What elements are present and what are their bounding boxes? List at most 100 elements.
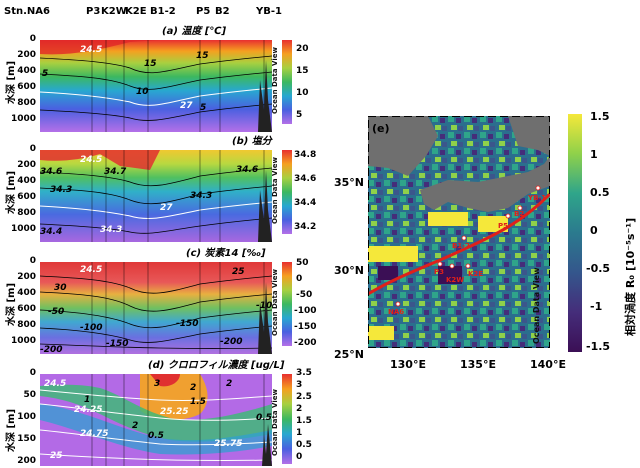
lat-tick: 35°N: [334, 176, 365, 189]
y-tick: 200: [17, 50, 36, 60]
colorbar-tick: 34.4: [294, 198, 317, 208]
y-tick: 400: [17, 288, 36, 298]
panel-title: (d) クロロフィル濃度 [ug/L]: [148, 360, 285, 371]
colorbar-tick: -200: [294, 338, 317, 348]
map-station-label: B1-2: [452, 242, 470, 250]
contour-label: -50: [48, 307, 64, 317]
map-station-label: B2: [514, 210, 524, 218]
contour-label: 1: [84, 395, 90, 405]
watermark: Ocean Data View: [271, 47, 279, 114]
station-label-p5: P5: [196, 6, 211, 17]
colorbar-tick: 1.5: [296, 416, 312, 426]
colorbar-tick: 0: [590, 224, 598, 237]
y-tick: 800: [17, 320, 36, 330]
colorbar-tick: 3: [296, 380, 303, 390]
y-tick: 200: [17, 272, 36, 282]
station-label-b1-2: B1-2: [150, 6, 176, 17]
colorbar-tick: -50: [296, 290, 313, 300]
colorbar-tick: 0: [296, 274, 303, 284]
panel-chlorophyll: (d) クロロフィル濃度 [ug/L] 水深 [m] 0 50 100 150 …: [0, 356, 312, 468]
station-label-k2e: K2E: [125, 6, 147, 17]
salinity-section-plot: 24.5 34.6 34.6 34.3 34.3 34.3 34.7 27 34…: [40, 150, 272, 242]
panel-title: (a) 温度 [℃]: [162, 26, 227, 37]
contour-label: -200: [220, 337, 243, 347]
contour-label: 5: [42, 69, 48, 79]
colorbar-tick: 50: [296, 258, 309, 268]
colorbar: [282, 40, 292, 124]
colorbar-tick: 10: [296, 88, 309, 98]
panel-temperature: (a) 温度 [℃] 水深 [m] 0 200 400 600 800 1000: [0, 22, 309, 132]
colorbar-tick: -150: [294, 322, 317, 332]
map-station-label: K2W: [446, 276, 464, 284]
colorbar-label: 相対渦度 R₀ [10⁻⁵s⁻¹]: [624, 217, 637, 336]
colorbar-tick: 1: [296, 428, 303, 438]
y-tick: 100: [17, 412, 36, 422]
y-tick: 800: [17, 98, 36, 108]
colorbar-tick: 34.8: [294, 150, 317, 160]
contour-label: 0.5: [148, 431, 164, 441]
colorbar-tick: -100: [294, 306, 317, 316]
colorbar-tick: 5: [296, 110, 303, 120]
colorbar: [282, 150, 292, 234]
colorbar-tick: 1.5: [590, 110, 610, 123]
contour-label: 24.75: [80, 429, 108, 439]
y-tick: 400: [17, 66, 36, 76]
colorbar-tick: 34.2: [294, 222, 317, 232]
contour-label: 34.3: [100, 225, 122, 235]
contour-label: 2: [190, 383, 196, 393]
contour-label: 34.3: [190, 191, 212, 201]
y-tick: 600: [17, 192, 36, 202]
y-tick: 600: [17, 82, 36, 92]
contour-label: 0.5: [256, 413, 272, 423]
contour-label: 25: [232, 267, 245, 277]
colorbar-tick: -1.5: [586, 340, 611, 353]
contour-label: -100: [80, 323, 103, 333]
colorbar-tick: 0.5: [590, 186, 610, 199]
contour-label: 34.6: [236, 165, 258, 175]
contour-label: 34.4: [40, 227, 62, 237]
contour-label: -100: [256, 301, 272, 311]
map-station-label: P3: [434, 268, 444, 276]
contour-label: 5: [200, 103, 206, 113]
station-label-b2: B2: [215, 6, 230, 17]
colorbar-tick: 20: [296, 44, 309, 54]
vorticity-map-plot: NA6 P3 K2W K2E B1-2 P5 B2 YB-1 (e): [368, 116, 550, 348]
colorbar-tick: 1: [590, 148, 598, 161]
contour-label: 27: [160, 203, 173, 213]
colorbar-tick: 2.5: [296, 392, 312, 402]
contour-label: 25.25: [160, 407, 188, 417]
y-tick: 600: [17, 304, 36, 314]
panel-vorticity-map: NA6 P3 K2W K2E B1-2 P5 B2 YB-1 (e) 35°N …: [328, 108, 640, 378]
contour-label: 27: [180, 101, 193, 111]
y-tick: 200: [17, 456, 36, 466]
contour-label: 34.6: [40, 167, 62, 177]
panel-salinity: (b) 塩分 水深 [m] 0 200 400 600 800 1000: [0, 132, 316, 242]
station-label-k2w: K2W: [101, 6, 127, 17]
contour-label: 34.7: [104, 167, 127, 177]
contour-label: 15: [144, 59, 157, 69]
colorbar-tick: 2: [296, 404, 303, 414]
lat-tick: 30°N: [334, 264, 365, 277]
y-tick: 1000: [10, 336, 36, 346]
colorbar-tick: 34.6: [294, 174, 317, 184]
y-tick: 150: [17, 434, 36, 444]
contour-label: 30: [54, 283, 67, 293]
y-tick: 0: [29, 144, 36, 154]
watermark: Ocean Data View: [532, 267, 541, 344]
contour-label: 15: [196, 51, 209, 61]
contour-label: 1.5: [190, 397, 206, 407]
contour-label: 34.3: [50, 185, 72, 195]
contour-label: -150: [106, 339, 129, 349]
colorbar-tick: 0: [296, 452, 303, 462]
station-label-p3: P3: [86, 6, 101, 17]
colorbar: [282, 374, 292, 464]
panel-title: (b) 塩分: [232, 136, 272, 147]
lon-tick: 140°E: [530, 358, 566, 371]
y-tick: 800: [17, 208, 36, 218]
contour-label: 2: [226, 379, 232, 389]
contour-label: 25: [50, 451, 63, 461]
contour-label: 3: [154, 379, 160, 389]
chlorophyll-section-plot: 24.5 24.25 24.75 25 25.25 25.75 1.5 1 3 …: [40, 374, 272, 466]
contour-label: 10: [136, 87, 149, 97]
